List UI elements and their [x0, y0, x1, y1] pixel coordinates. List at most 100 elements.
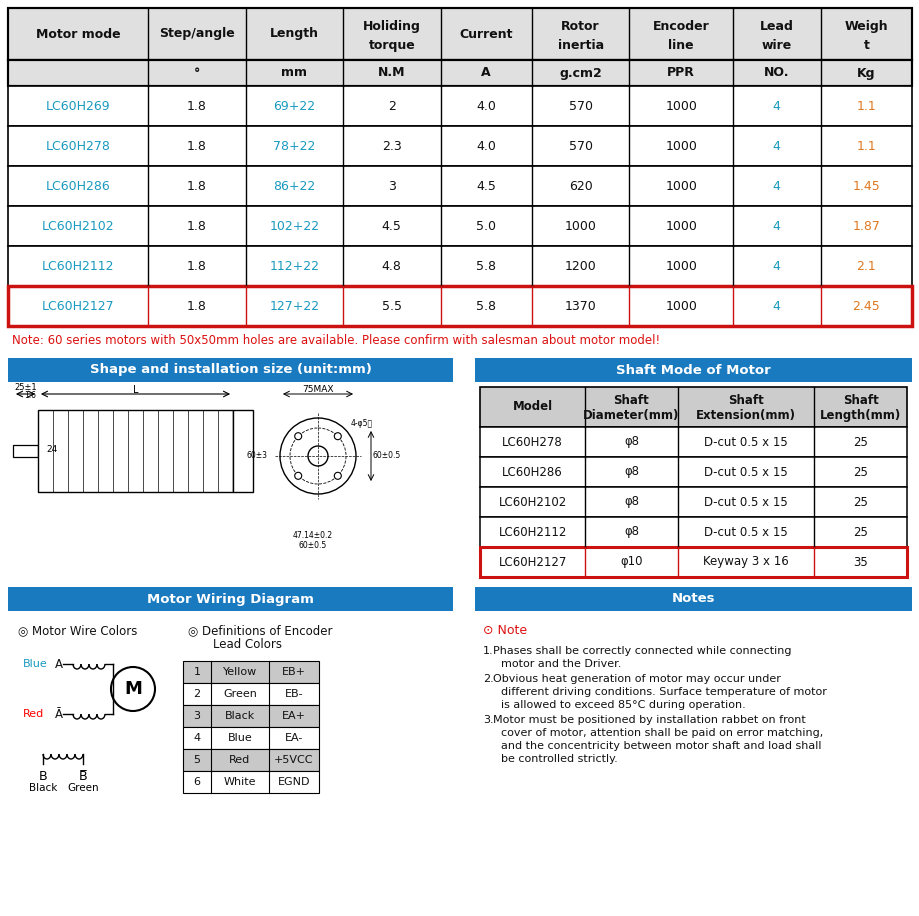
Bar [8, 166, 911, 206]
Text: 1.8: 1.8 [187, 139, 207, 152]
Text: cover of motor, attention shall be paid on error matching,: cover of motor, attention shall be paid … [501, 728, 823, 738]
Text: torque: torque [368, 39, 414, 52]
Text: LC60H286: LC60H286 [46, 180, 110, 192]
Text: 3: 3 [388, 180, 395, 192]
Text: 25: 25 [852, 526, 868, 539]
Text: 4: 4 [772, 259, 780, 272]
Text: ◎ Motor Wire Colors: ◎ Motor Wire Colors [18, 624, 137, 637]
Text: 60±3: 60±3 [246, 452, 267, 461]
Text: Model: Model [512, 400, 552, 413]
Text: LC60H2102: LC60H2102 [41, 220, 114, 233]
Text: Red: Red [23, 709, 44, 719]
Text: Shaft Mode of Motor: Shaft Mode of Motor [616, 364, 770, 376]
Text: 4.0: 4.0 [476, 139, 495, 152]
Text: Weigh: Weigh [844, 20, 887, 33]
Text: ◎ Definitions of Encoder: ◎ Definitions of Encoder [187, 624, 332, 637]
Text: 4: 4 [772, 139, 780, 152]
Text: D-cut 0.5 x 15: D-cut 0.5 x 15 [703, 496, 787, 508]
Text: Diameter(mm): Diameter(mm) [583, 409, 679, 422]
Text: 4: 4 [772, 100, 780, 113]
Text: t: t [862, 39, 868, 52]
Bar [13, 445, 38, 457]
Bar [8, 358, 452, 382]
Bar [474, 358, 911, 382]
Text: g.cm2: g.cm2 [559, 67, 601, 80]
Text: A: A [481, 67, 491, 80]
Text: Motor must be positioned by installation rabbet on front: Motor must be positioned by installation… [493, 715, 805, 725]
Bar [8, 246, 911, 286]
Text: and the concentricity between motor shaft and load shall: and the concentricity between motor shaf… [501, 741, 821, 751]
Text: 4.0: 4.0 [476, 100, 495, 113]
Text: 3.: 3. [482, 715, 494, 725]
Text: Red: Red [229, 755, 250, 765]
Text: NO.: NO. [763, 67, 789, 80]
Text: Black: Black [224, 711, 255, 721]
Circle shape [334, 432, 341, 440]
Text: 1.8: 1.8 [187, 300, 207, 312]
Circle shape [334, 473, 341, 479]
Bar [8, 86, 911, 126]
Text: LC60H286: LC60H286 [502, 465, 562, 478]
Bar [8, 8, 911, 60]
Text: Note: 60 series motors with 50x50mm holes are available. Please confirm with sal: Note: 60 series motors with 50x50mm hole… [12, 333, 660, 346]
Text: 4: 4 [772, 180, 780, 192]
Text: Blue: Blue [23, 659, 48, 669]
Text: 5.8: 5.8 [476, 300, 495, 312]
Text: is allowed to exceed 85°C during operation.: is allowed to exceed 85°C during operati… [501, 700, 745, 710]
Circle shape [294, 432, 301, 440]
Text: D-cut 0.5 x 15: D-cut 0.5 x 15 [703, 465, 787, 478]
Bar [183, 749, 319, 771]
Text: LC60H2102: LC60H2102 [498, 496, 566, 508]
Text: 2.3: 2.3 [381, 139, 402, 152]
Text: 1.45: 1.45 [852, 180, 879, 192]
Bar [480, 387, 906, 427]
Bar [183, 661, 319, 683]
Text: Length: Length [269, 27, 319, 40]
Bar [480, 517, 906, 547]
Text: 6: 6 [193, 777, 200, 787]
Bar [233, 410, 253, 492]
Bar [480, 487, 906, 517]
Circle shape [294, 473, 301, 479]
Text: 2.45: 2.45 [852, 300, 879, 312]
Text: Lead: Lead [759, 20, 793, 33]
Text: φ8: φ8 [623, 435, 639, 449]
Text: D-cut 0.5 x 15: D-cut 0.5 x 15 [703, 435, 787, 449]
Text: EB-: EB- [284, 689, 303, 699]
Text: wire: wire [761, 39, 791, 52]
Text: LC60H278: LC60H278 [46, 139, 110, 152]
Text: 3: 3 [193, 711, 200, 721]
Text: Shaft: Shaft [842, 394, 878, 407]
Bar [8, 8, 911, 60]
Text: LC60H2127: LC60H2127 [41, 300, 114, 312]
Text: ⊙ Note: ⊙ Note [482, 624, 527, 637]
Text: mm: mm [281, 67, 307, 80]
Bar [8, 126, 911, 166]
Text: 112+22: 112+22 [269, 259, 319, 272]
Text: 2: 2 [193, 689, 200, 699]
Text: 4: 4 [772, 300, 780, 312]
Bar [183, 727, 319, 749]
Text: different driving conditions. Surface temperature of motor: different driving conditions. Surface te… [501, 687, 826, 697]
Text: Yellow: Yellow [222, 667, 256, 677]
Text: 1000: 1000 [664, 220, 697, 233]
Text: Obvious heat generation of motor may occur under: Obvious heat generation of motor may occ… [493, 674, 780, 684]
Bar [8, 60, 911, 86]
Text: 570: 570 [568, 139, 592, 152]
Text: 1.8: 1.8 [187, 100, 207, 113]
Text: Motor Wiring Diagram: Motor Wiring Diagram [147, 593, 313, 605]
Text: 60±0.5: 60±0.5 [299, 540, 327, 550]
Text: 78+22: 78+22 [273, 139, 315, 152]
Text: 1.8: 1.8 [187, 220, 207, 233]
Text: φ8: φ8 [623, 465, 639, 478]
Bar [38, 410, 233, 492]
Text: 5.8: 5.8 [476, 259, 495, 272]
Bar [480, 427, 906, 457]
Text: Lead Colors: Lead Colors [213, 638, 282, 651]
Text: φ10: φ10 [619, 555, 642, 569]
Text: line: line [667, 39, 693, 52]
Text: 5.0: 5.0 [476, 220, 495, 233]
Bar [8, 587, 452, 611]
Text: Kg: Kg [857, 67, 875, 80]
Text: PPR: PPR [666, 67, 695, 80]
